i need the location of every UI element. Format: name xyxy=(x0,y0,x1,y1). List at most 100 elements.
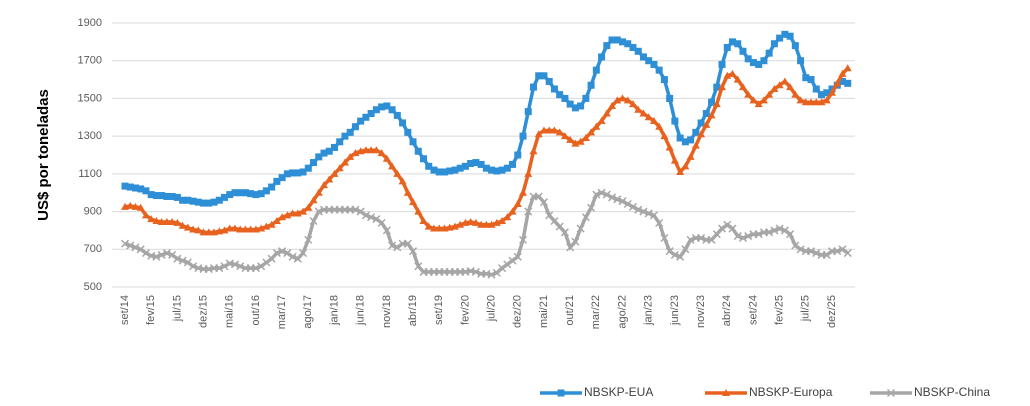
marker xyxy=(723,44,731,52)
marker xyxy=(498,166,506,174)
x-tick-label: mai/16 xyxy=(224,295,236,328)
x-tick-label: dez/20 xyxy=(512,295,524,328)
marker xyxy=(220,262,229,271)
marker xyxy=(304,235,313,244)
marker xyxy=(686,152,695,160)
marker xyxy=(210,198,218,206)
marker xyxy=(194,198,202,206)
marker xyxy=(687,136,695,144)
marker xyxy=(361,146,370,154)
marker xyxy=(765,90,774,98)
marker xyxy=(251,264,260,273)
marker xyxy=(294,169,302,177)
series-line xyxy=(124,32,849,205)
marker xyxy=(357,117,365,125)
marker xyxy=(204,228,213,236)
marker xyxy=(602,190,611,199)
x-tick-label: set/24 xyxy=(747,295,759,325)
marker xyxy=(592,66,600,74)
marker xyxy=(744,90,753,98)
marker xyxy=(576,224,585,233)
marker xyxy=(759,96,768,104)
x-tick-label: jul/20 xyxy=(485,295,497,322)
marker xyxy=(121,182,129,190)
marker xyxy=(341,132,349,140)
marker xyxy=(487,270,496,279)
marker xyxy=(676,167,685,175)
marker xyxy=(723,220,732,229)
marker xyxy=(818,91,826,99)
marker xyxy=(545,77,553,85)
marker xyxy=(665,143,674,151)
marker xyxy=(393,169,402,177)
marker xyxy=(403,188,412,196)
marker xyxy=(189,197,197,205)
marker xyxy=(780,226,789,235)
marker xyxy=(644,209,653,218)
marker xyxy=(152,217,161,224)
marker xyxy=(734,40,742,48)
marker xyxy=(382,226,391,235)
y-tick-label: 500 xyxy=(84,281,102,293)
marker xyxy=(398,177,407,185)
marker xyxy=(367,110,375,118)
marker xyxy=(330,143,338,151)
marker xyxy=(409,247,418,256)
marker xyxy=(676,252,685,261)
legend-label: NBSKP-EUA xyxy=(584,385,653,399)
marker xyxy=(608,36,616,44)
marker xyxy=(566,135,575,143)
marker xyxy=(838,69,847,77)
marker xyxy=(561,94,569,102)
marker xyxy=(623,96,632,104)
marker xyxy=(221,193,229,201)
marker xyxy=(131,184,139,192)
marker xyxy=(801,98,810,106)
marker xyxy=(634,47,642,55)
marker xyxy=(246,225,255,233)
marker xyxy=(471,218,480,226)
marker xyxy=(624,40,632,48)
marker xyxy=(666,94,674,102)
marker xyxy=(477,160,485,168)
marker xyxy=(655,122,664,130)
marker xyxy=(314,207,323,216)
marker xyxy=(508,207,517,215)
marker xyxy=(162,217,171,225)
marker xyxy=(524,169,533,177)
marker xyxy=(272,217,281,224)
y-tick-label: 1900 xyxy=(78,17,102,29)
marker xyxy=(791,42,799,50)
series xyxy=(121,64,852,236)
marker xyxy=(472,159,480,167)
marker xyxy=(388,162,397,170)
marker xyxy=(886,388,896,398)
marker xyxy=(598,53,606,61)
y-tick-label: 1300 xyxy=(78,130,102,142)
marker xyxy=(770,85,779,92)
marker xyxy=(786,83,795,91)
marker xyxy=(738,233,748,243)
marker xyxy=(492,218,501,226)
marker xyxy=(257,262,266,271)
marker xyxy=(797,57,805,65)
marker xyxy=(603,42,611,50)
marker xyxy=(722,389,730,396)
marker xyxy=(524,207,533,216)
marker xyxy=(205,199,213,207)
x-tick-label: jun/23 xyxy=(669,295,681,326)
marker xyxy=(755,60,763,68)
x-tick-label: dez/25 xyxy=(826,295,838,328)
x-tick-label: nov/23 xyxy=(695,295,707,328)
x-tick-label: set/19 xyxy=(433,295,445,325)
marker xyxy=(807,76,815,84)
marker xyxy=(393,111,401,119)
marker xyxy=(833,247,842,256)
marker xyxy=(163,192,171,200)
marker xyxy=(288,209,297,217)
marker xyxy=(199,228,208,236)
marker xyxy=(639,207,648,216)
marker xyxy=(262,187,270,195)
marker xyxy=(597,117,606,125)
